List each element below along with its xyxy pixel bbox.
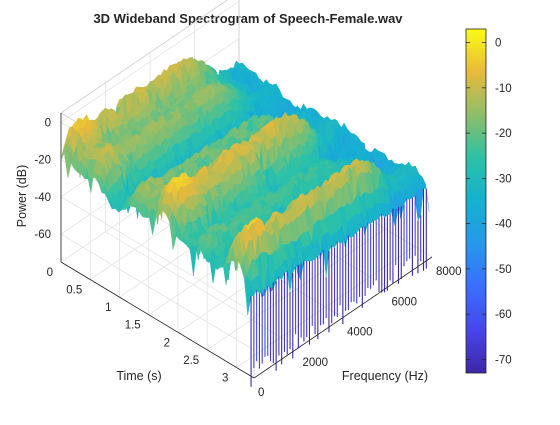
y-tick-label: 2.5 [183,355,199,367]
x-tick-label: 4000 [347,327,373,339]
x-tick-label: 8000 [436,266,462,278]
colorbar-tick-label: -30 [495,173,512,185]
x-tick-label: 2000 [303,357,329,369]
colorbar-gradient [466,29,486,373]
y-axis-label: Time (s) [116,369,161,383]
colorbar-tick-label: -40 [495,219,512,231]
z-axis-label: Power (dB) [15,165,29,228]
z-tick-label: -60 [34,229,51,241]
y-tick-label: 0.5 [66,285,82,297]
x-tick-label: 6000 [392,296,418,308]
colorbar-tick-label: 0 [495,38,501,50]
y-tick-label: 2 [164,337,170,349]
colorbar-tick-label: -60 [495,309,512,321]
colorbar-tick-label: -10 [495,83,512,95]
spectrogram-surface [61,57,429,386]
y-tick-label: 1 [105,302,111,314]
x-tick-label: 0 [258,387,264,399]
y-tick-label: 0 [47,267,53,279]
z-tick-label: 0 [45,117,51,129]
z-tick-label: -40 [34,192,51,204]
y-tick-label: 1.5 [125,320,141,332]
colorbar-tick-label: -70 [495,354,512,366]
colorbar-tick-label: -50 [495,264,512,276]
z-tick-label: -20 [34,155,51,167]
colorbar: 0 -10 -20 -30 -40 -50 -60 -70 [466,29,512,373]
y-tick-label: 3 [222,372,228,384]
chart-title: 3D Wideband Spectrogram of Speech-Female… [93,11,403,26]
x-axis-label: Frequency (Hz) [342,369,428,383]
colorbar-tick-label: -20 [495,128,512,140]
axis-line [61,262,254,378]
